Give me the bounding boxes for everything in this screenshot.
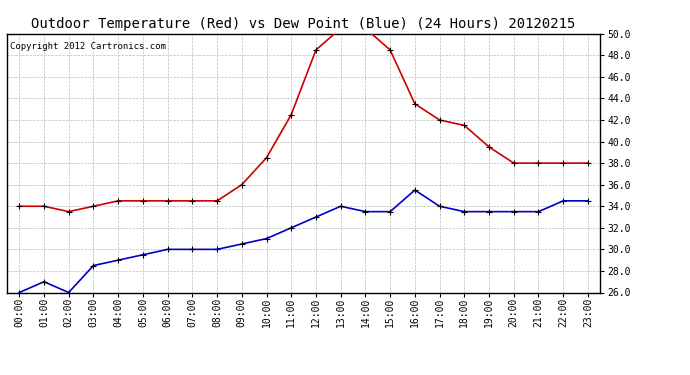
Title: Outdoor Temperature (Red) vs Dew Point (Blue) (24 Hours) 20120215: Outdoor Temperature (Red) vs Dew Point (… xyxy=(32,17,575,31)
Text: Copyright 2012 Cartronics.com: Copyright 2012 Cartronics.com xyxy=(10,42,166,51)
